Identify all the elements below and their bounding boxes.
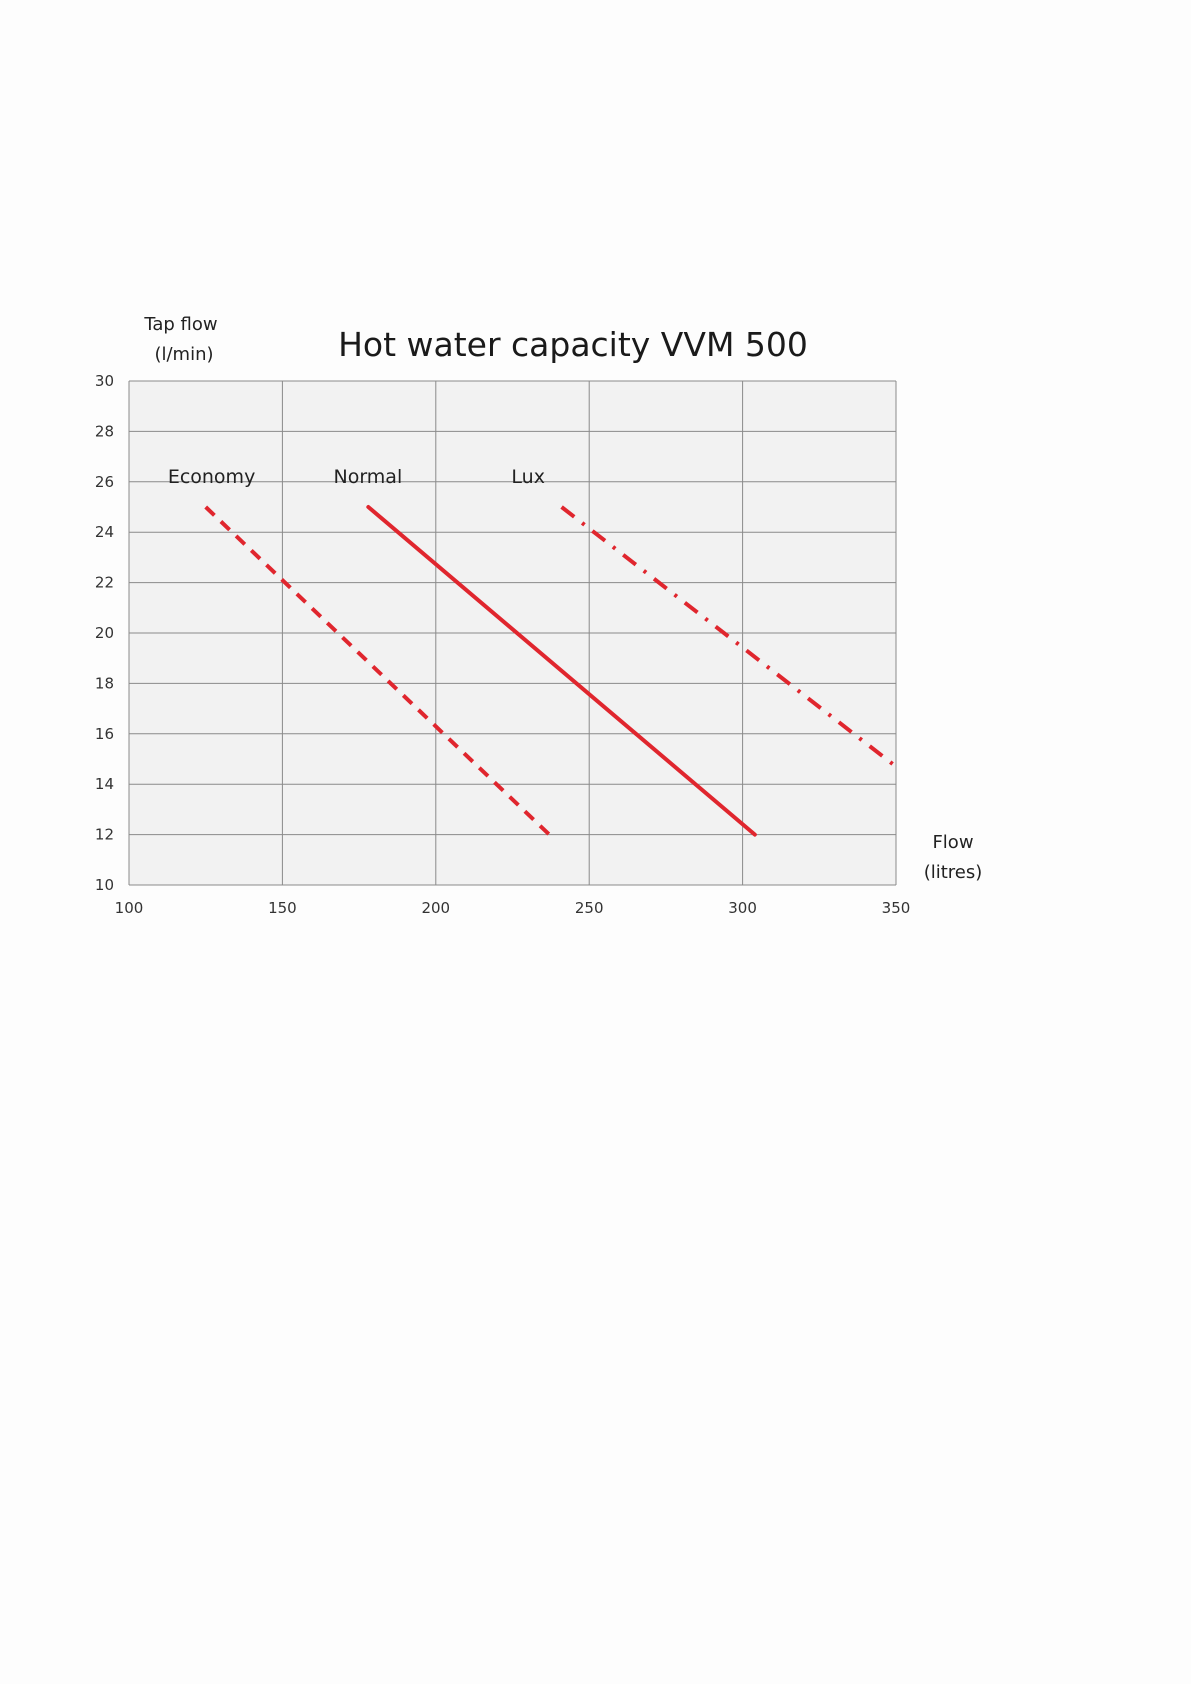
series-lines bbox=[204, 505, 898, 837]
y-tick-label: 10 bbox=[95, 876, 114, 894]
y-tick-label: 20 bbox=[95, 624, 114, 642]
y-tick-label: 22 bbox=[95, 574, 114, 592]
x-tick-label: 350 bbox=[882, 899, 911, 917]
series-line-normal bbox=[366, 505, 757, 837]
tick-labels: 10 12 14 16 18 20 22 24 26 28 30 100 150 200 250 300 350 bbox=[95, 372, 910, 917]
x-axis-label-line1: Flow bbox=[932, 832, 973, 853]
x-tick-label: 250 bbox=[575, 899, 604, 917]
y-axis-label-line1: Tap flow bbox=[143, 314, 217, 335]
chart-title: Hot water capacity VVM 500 bbox=[338, 325, 808, 364]
y-tick-label: 30 bbox=[95, 372, 114, 390]
series-label-normal: Normal bbox=[333, 466, 402, 488]
series-line-economy bbox=[204, 505, 551, 837]
y-axis-label-line2: (l/min) bbox=[154, 344, 213, 365]
y-tick-label: 16 bbox=[95, 725, 114, 743]
x-tick-label: 200 bbox=[421, 899, 450, 917]
y-tick-label: 14 bbox=[95, 775, 114, 793]
y-tick-label: 28 bbox=[95, 422, 114, 440]
y-tick-label: 26 bbox=[95, 473, 114, 491]
x-tick-label: 100 bbox=[115, 899, 144, 917]
series-line-lux bbox=[560, 505, 898, 769]
y-tick-label: 24 bbox=[95, 523, 114, 541]
series-labels: Economy Normal Lux bbox=[168, 466, 545, 488]
x-tick-label: 150 bbox=[268, 899, 297, 917]
series-label-economy: Economy bbox=[168, 466, 256, 488]
x-axis-label-line2: (litres) bbox=[924, 862, 983, 883]
series-label-lux: Lux bbox=[511, 466, 545, 488]
x-tick-label: 300 bbox=[728, 899, 757, 917]
grid-lines bbox=[128, 380, 897, 886]
y-tick-label: 18 bbox=[95, 674, 114, 692]
y-tick-label: 12 bbox=[95, 826, 114, 844]
